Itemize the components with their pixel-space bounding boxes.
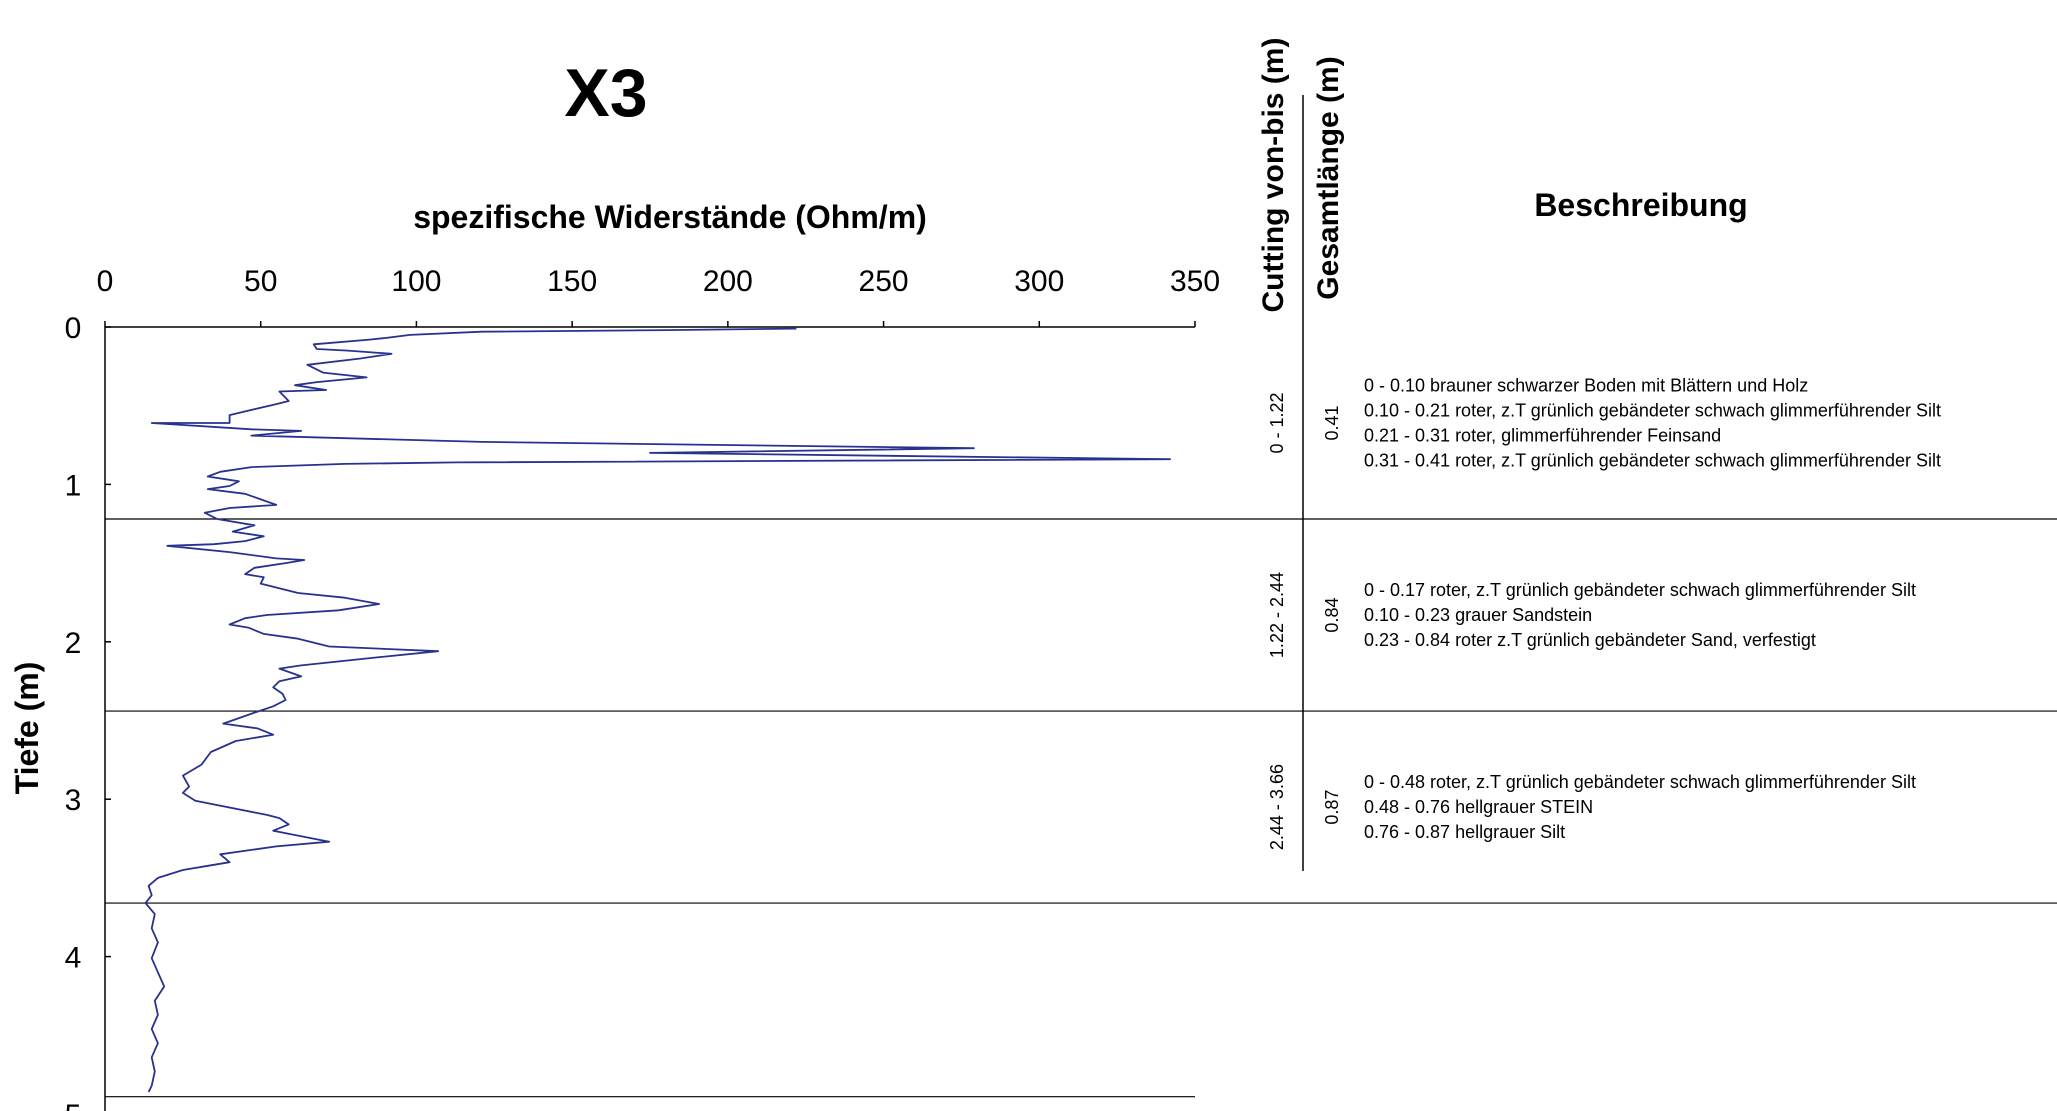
x-tick-label: 250 [859,265,909,298]
total-length-label: 0.84 [1322,598,1342,633]
description-line: 0.10 - 0.21 roter, z.T grünlich gebändet… [1364,401,1941,421]
x-axis-label: spezifische Widerstände (Ohm/m) [413,199,927,235]
x-tick-label: 100 [391,265,441,298]
description-line: 0.23 - 0.84 roter z.T grünlich gebändete… [1364,630,1816,650]
x-tick-label: 150 [547,265,597,298]
x-tick-label: 200 [703,265,753,298]
chart-axes: 0 50 100 150 200 250 300 350 0 1 2 3 4 5 [65,265,1220,1111]
description-line: 0.76 - 0.87 hellgrauer Silt [1364,822,1565,842]
description-line: 0.10 - 0.23 grauer Sandstein [1364,605,1592,625]
x-tick-label: 50 [244,265,277,298]
y-tick-label: 1 [65,469,82,502]
y-tick-label: 4 [65,942,82,975]
cutting-range-label: 2.44 - 3.66 [1267,764,1287,850]
y-tick-label: 5 [65,1099,82,1111]
x-tick-label: 0 [97,265,114,298]
total-length-label: 0.41 [1322,405,1342,440]
cutting-range-label: 0 - 1.22 [1267,392,1287,453]
total-length-column-header: Gesamtlänge (m) [1312,56,1345,299]
description-line: 0.21 - 0.31 roter, glimmerführender Fein… [1364,426,1721,446]
x-tick-label: 350 [1170,265,1220,298]
description-line: 0.31 - 0.41 roter, z.T grünlich gebändet… [1364,451,1941,471]
y-tick-label: 2 [65,627,82,660]
description-line: 0 - 0.17 roter, z.T grünlich gebändeter … [1364,580,1916,600]
description-column-header: Beschreibung [1534,187,1747,223]
description-table: 0 - 1.22 0.41 0 - 0.10 brauner schwarzer B… [1267,376,1941,851]
x-tick-label: 300 [1014,265,1064,298]
resistivity-line [144,327,1171,1093]
total-length-label: 0.87 [1322,790,1342,825]
chart-series [144,327,1171,1093]
cutting-column-header: Cutting von-bis (m) [1257,38,1290,313]
description-line: 0 - 0.10 brauner schwarzer Boden mit Blä… [1364,376,1808,396]
y-axis-label: Tiefe (m) [9,662,45,795]
section-boundaries [105,518,2057,1098]
description-line: 0 - 0.48 roter, z.T grünlich gebändeter … [1364,772,1916,792]
y-tick-label: 3 [65,784,82,817]
y-tick-label: 0 [65,312,82,345]
description-line: 0.48 - 0.76 hellgrauer STEIN [1364,797,1593,817]
chart-title: X3 [564,55,647,131]
cutting-range-label: 1.22 - 2.44 [1267,572,1287,658]
